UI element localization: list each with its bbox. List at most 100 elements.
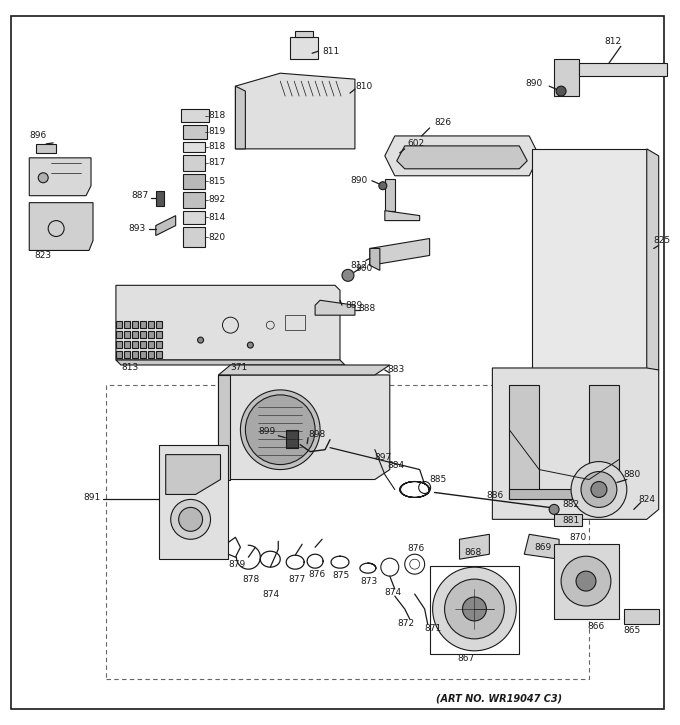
Bar [430, 566, 520, 654]
Text: 884: 884 [388, 461, 405, 470]
Circle shape [171, 500, 211, 539]
Bar [156, 331, 162, 338]
Bar [286, 430, 298, 447]
Bar [132, 341, 138, 348]
Circle shape [38, 173, 48, 183]
Text: 888: 888 [358, 304, 375, 312]
Polygon shape [370, 249, 380, 270]
Bar [148, 321, 154, 328]
Polygon shape [460, 534, 490, 559]
Text: 871: 871 [424, 624, 442, 634]
Polygon shape [370, 239, 430, 265]
Bar [290, 37, 318, 59]
Text: 602: 602 [408, 139, 425, 149]
Text: 890: 890 [351, 176, 368, 186]
Bar [140, 341, 146, 348]
Bar [124, 341, 130, 348]
Text: 893: 893 [129, 224, 146, 233]
Text: 898: 898 [308, 430, 326, 439]
Bar [140, 331, 146, 338]
Polygon shape [181, 109, 209, 122]
Text: 371: 371 [231, 363, 248, 373]
Text: 886: 886 [486, 491, 504, 500]
Text: 880: 880 [624, 470, 641, 479]
Circle shape [198, 337, 203, 343]
Circle shape [432, 567, 516, 651]
Bar [140, 351, 146, 358]
Text: 818: 818 [209, 142, 226, 152]
Text: 874: 874 [385, 587, 402, 597]
Circle shape [248, 342, 254, 348]
Text: 826: 826 [435, 118, 452, 128]
Text: 897: 897 [375, 453, 392, 462]
Text: 811: 811 [322, 47, 339, 56]
Text: 874: 874 [262, 589, 279, 599]
Bar [106, 385, 589, 679]
Polygon shape [218, 375, 231, 479]
Text: 823: 823 [34, 251, 52, 260]
Text: 885: 885 [430, 475, 447, 484]
Polygon shape [295, 31, 313, 37]
Text: 883: 883 [388, 365, 405, 375]
Text: 825: 825 [653, 236, 671, 245]
Text: 881: 881 [562, 516, 579, 525]
Text: 818: 818 [209, 111, 226, 120]
Text: 867: 867 [458, 654, 475, 663]
Bar [140, 321, 146, 328]
Polygon shape [218, 365, 390, 375]
Polygon shape [509, 385, 539, 500]
Text: 870: 870 [569, 533, 586, 542]
Bar [116, 331, 122, 338]
Polygon shape [396, 146, 527, 169]
Text: (ART NO. WR19047 C3): (ART NO. WR19047 C3) [437, 694, 562, 704]
Text: 873: 873 [360, 576, 377, 586]
Circle shape [561, 556, 611, 606]
Text: 866: 866 [587, 623, 605, 631]
Text: 875: 875 [332, 571, 350, 579]
Bar [156, 321, 162, 328]
Bar [124, 321, 130, 328]
Bar [148, 351, 154, 358]
Polygon shape [29, 203, 93, 250]
Text: 868: 868 [464, 547, 481, 557]
Text: 812: 812 [351, 261, 368, 270]
Circle shape [549, 505, 559, 514]
Polygon shape [579, 63, 666, 76]
Polygon shape [647, 149, 659, 370]
Bar [132, 351, 138, 358]
Bar [183, 226, 205, 247]
Polygon shape [385, 211, 420, 220]
Bar [132, 331, 138, 338]
Polygon shape [385, 179, 395, 211]
Bar [183, 191, 205, 207]
Bar [183, 155, 205, 171]
Bar [116, 341, 122, 348]
Polygon shape [524, 534, 559, 559]
Text: 889: 889 [345, 301, 362, 310]
Text: 865: 865 [624, 626, 641, 635]
Polygon shape [554, 544, 619, 619]
Bar [285, 315, 305, 330]
Bar [156, 191, 164, 206]
Text: 887: 887 [131, 191, 149, 200]
Polygon shape [235, 73, 355, 149]
Text: 891: 891 [84, 493, 101, 502]
Text: 878: 878 [242, 575, 260, 584]
Text: 817: 817 [209, 158, 226, 167]
Polygon shape [156, 215, 175, 236]
Bar [183, 174, 205, 188]
Bar [116, 351, 122, 358]
Bar [124, 331, 130, 338]
Circle shape [462, 597, 486, 621]
Polygon shape [183, 125, 207, 139]
Text: 872: 872 [398, 619, 415, 629]
Polygon shape [116, 360, 345, 365]
Bar [148, 331, 154, 338]
Circle shape [379, 182, 387, 190]
Text: 890: 890 [525, 78, 542, 88]
Polygon shape [218, 375, 390, 479]
Circle shape [241, 390, 320, 470]
Circle shape [581, 471, 617, 507]
Polygon shape [532, 149, 647, 370]
Bar [156, 341, 162, 348]
